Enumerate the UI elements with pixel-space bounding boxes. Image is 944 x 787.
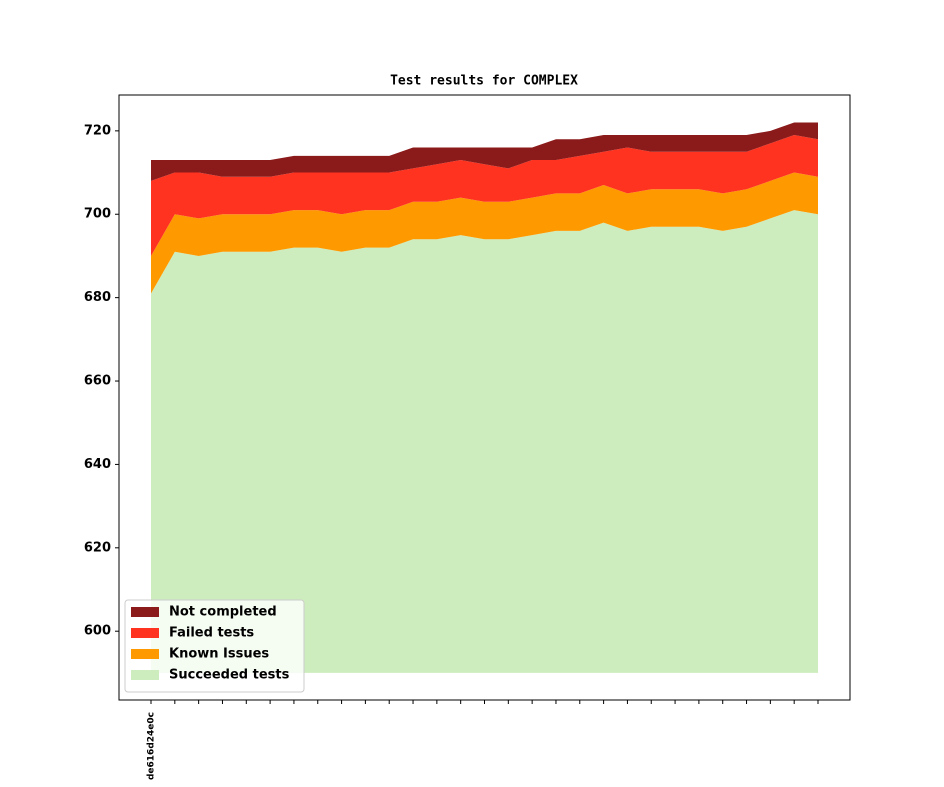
area (151, 210, 818, 673)
y-tick-label: 620 (84, 540, 111, 555)
area (151, 135, 818, 256)
legend-swatch (131, 607, 159, 617)
area (151, 172, 818, 294)
legend-label: Known Issues (169, 647, 269, 662)
legend-swatch (131, 628, 159, 638)
x-tick-label: de616d24e0c (147, 712, 157, 780)
y-tick-label: 700 (84, 207, 111, 222)
y-tick-label: 680 (84, 290, 111, 305)
y-tick-label: 600 (84, 624, 111, 639)
y-tick-label: 660 (84, 374, 111, 389)
legend-swatch (131, 649, 159, 659)
legend-label: Succeeded tests (169, 668, 290, 683)
y-tick-label: 720 (84, 123, 111, 138)
area (151, 122, 818, 181)
legend-label: Failed tests (169, 626, 254, 641)
legend-swatch (131, 670, 159, 680)
chart-title: Test results for COMPLEX (390, 74, 578, 89)
legend-label: Not completed (169, 605, 277, 620)
y-tick-label: 640 (84, 457, 111, 472)
legend: Not completed Failed tests Known Issues Suc… (124, 599, 305, 693)
legend-box (124, 599, 305, 693)
